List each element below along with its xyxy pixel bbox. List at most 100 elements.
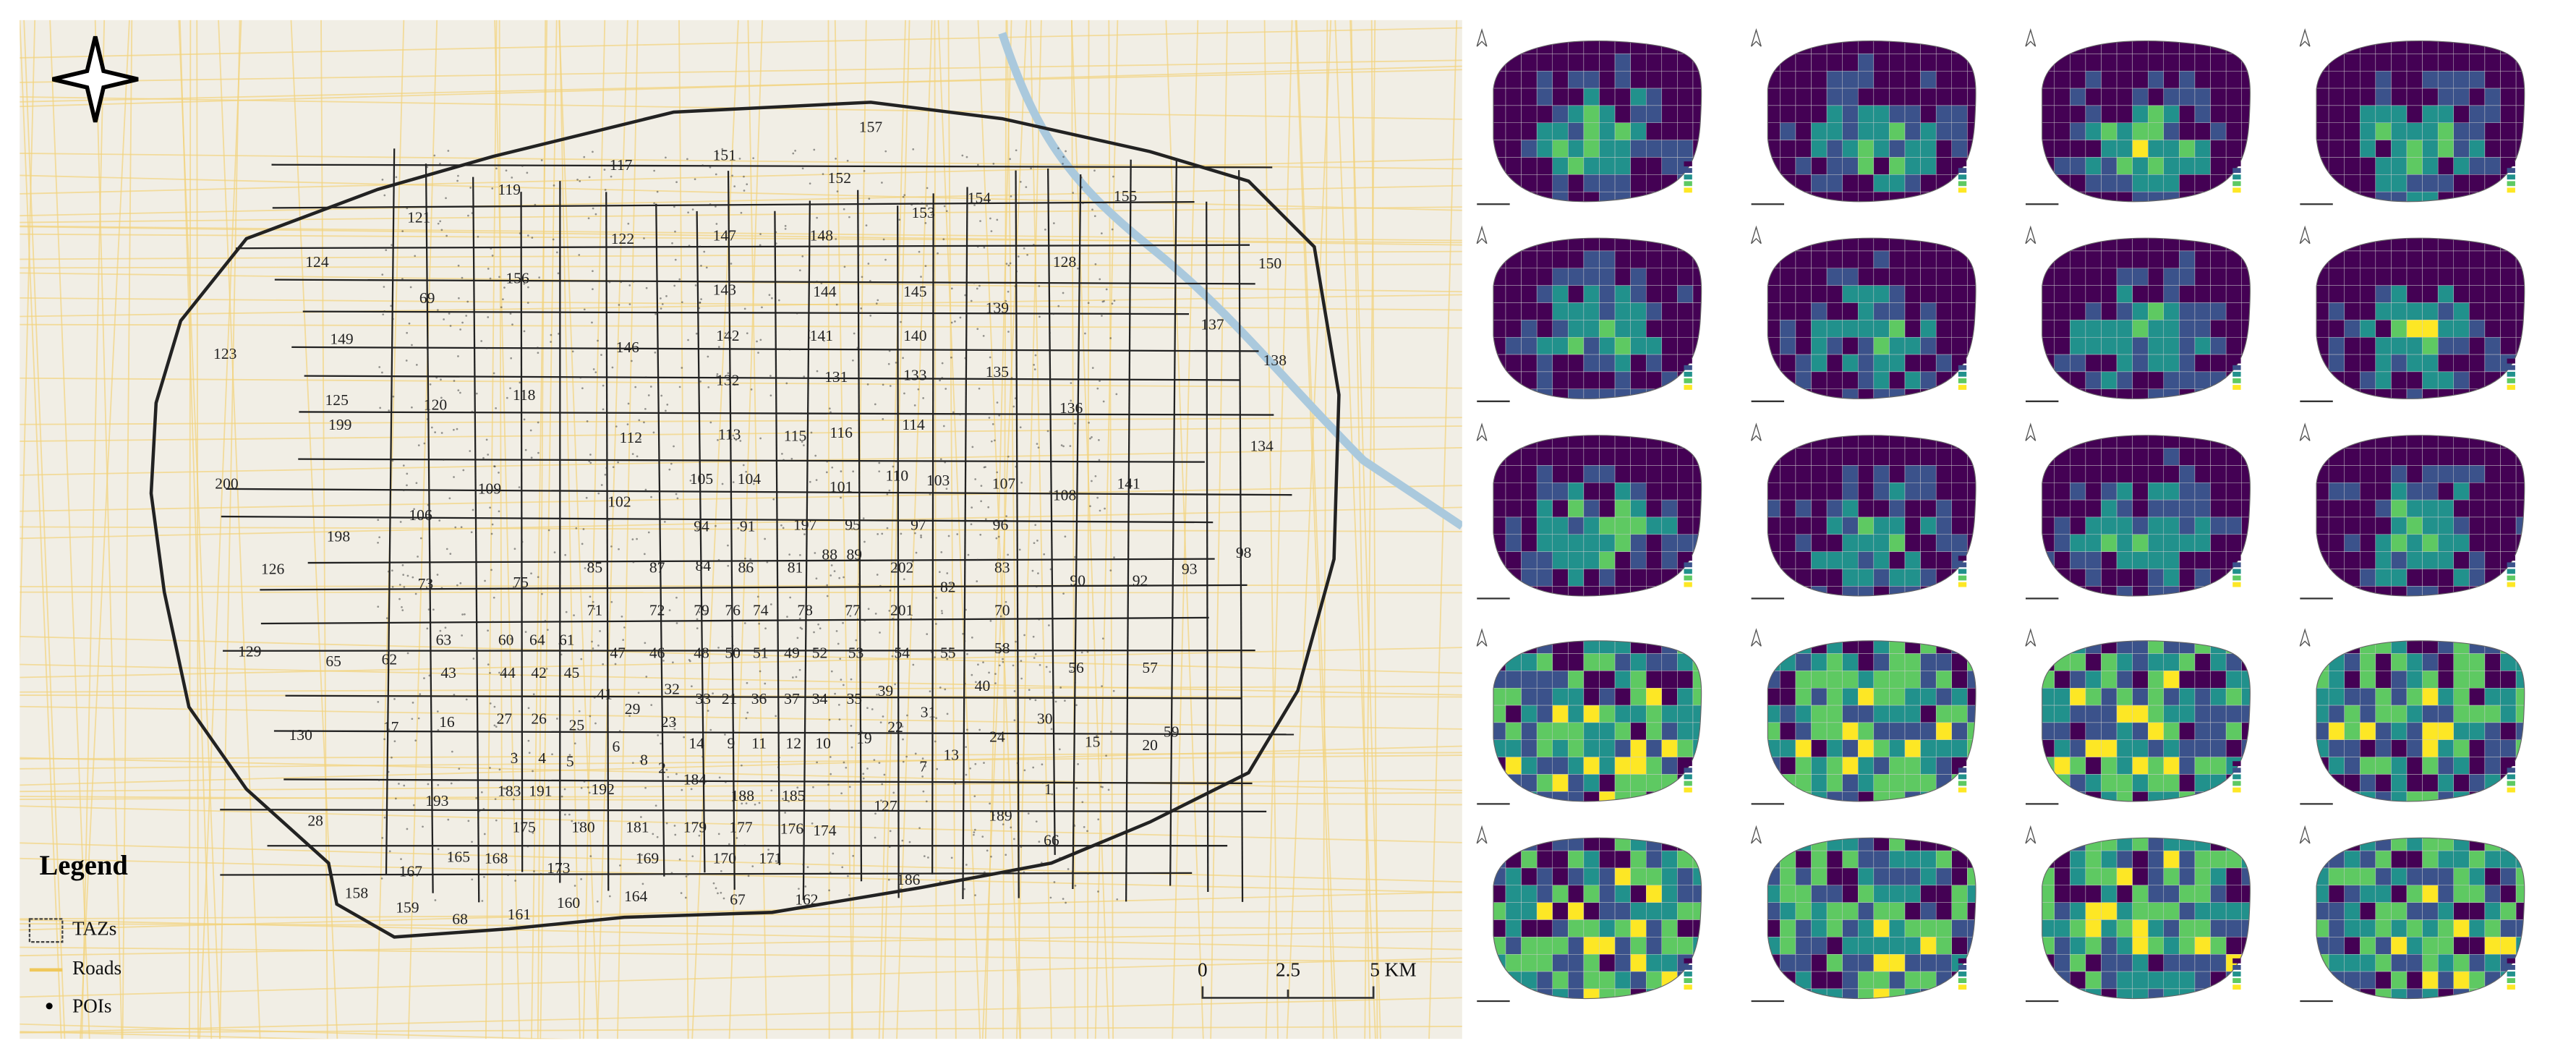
thumbnail-cell: [1780, 285, 1796, 303]
thumbnail-cell: [2163, 937, 2180, 955]
thumbnail-cell: [1614, 191, 1631, 202]
thumbnail-cell: [1795, 739, 1812, 757]
poi: [811, 822, 814, 825]
poi: [1111, 302, 1114, 305]
zone-label: 9: [728, 735, 735, 752]
thumbnail-cell: [1661, 739, 1678, 757]
thumbnail-cell: [2147, 885, 2165, 903]
poi: [800, 412, 803, 414]
thumbnail-cell: [2042, 482, 2055, 501]
thumbnail-cell: [2515, 954, 2525, 972]
thumbnail-legend-swatch: [1684, 358, 1692, 364]
taz-boundary: [385, 148, 396, 875]
thumbnail-legend-swatch: [1684, 187, 1692, 193]
thumbnail-cell: [1536, 516, 1553, 535]
poi: [490, 532, 493, 535]
thumbnail-cell: [2344, 774, 2360, 792]
thumbnail-cell: [1645, 250, 1663, 269]
poi: [788, 348, 791, 351]
thumbnail-cell: [1505, 954, 1522, 972]
poi: [701, 755, 704, 758]
thumbnail-cell: [2101, 867, 2117, 886]
poi: [749, 558, 752, 561]
thumbnail-cell: [2391, 354, 2407, 373]
poi: [1101, 786, 1104, 788]
thumbnail-cell: [1692, 191, 1702, 202]
thumbnail-cell: [1692, 140, 1702, 158]
thumbnail-cell: [2210, 320, 2227, 338]
thumbnail-cell: [1795, 687, 1812, 706]
thumbnail-cell: [1661, 371, 1678, 389]
poi: [709, 421, 712, 424]
thumbnail-cell: [2116, 268, 2133, 286]
thumbnail-cell: [2241, 388, 2251, 399]
thumbnail-legend-swatch: [1958, 761, 1967, 767]
poi: [835, 158, 837, 160]
thumbnail-cell: [2194, 285, 2211, 303]
thumbnail-cell: [2484, 435, 2501, 448]
thumbnail-cell: [2042, 687, 2055, 706]
thumbnail-cell: [2179, 157, 2196, 175]
thumbnail-cell: [2515, 191, 2525, 202]
poi: [492, 596, 495, 599]
thumbnail-legend-swatch: [2232, 358, 2241, 364]
zone-label: 132: [716, 372, 739, 389]
thumbnail-cell: [2210, 954, 2227, 972]
thumbnail-cell: [1951, 88, 1968, 106]
poi: [829, 809, 831, 811]
thumbnail-cell: [2437, 122, 2454, 140]
thumbnail-cell: [1767, 285, 1780, 303]
thumbnail-cell: [1599, 41, 1616, 54]
poi: [802, 863, 805, 866]
thumbnail-cell: [2116, 954, 2133, 972]
thumbnail-cell: [1614, 388, 1631, 399]
thumbnail-cell: [1568, 70, 1585, 89]
thumbnail-cell: [1661, 435, 1678, 448]
thumbnail-cell: [1568, 671, 1585, 689]
thumbnail-cell: [2070, 191, 2086, 202]
thumbnail-cell: [2194, 739, 2211, 757]
thumbnail-map: [2042, 41, 2251, 202]
minor-road: [20, 263, 1462, 269]
poi: [1097, 818, 1100, 821]
zone-label: 33: [695, 690, 711, 707]
zone-label: 22: [887, 718, 903, 736]
thumbnail-cell: [1614, 448, 1631, 466]
thumbnail-cell: [2054, 268, 2070, 286]
thumbnail-cell: [2054, 705, 2070, 723]
thumbnail-cell: [2453, 268, 2470, 286]
poi: [1044, 228, 1046, 231]
poi: [590, 650, 593, 652]
thumbnail-legend-swatch: [2507, 365, 2515, 370]
thumbnail-cell: [1630, 867, 1647, 886]
thumbnail-cell: [2484, 157, 2501, 175]
poi: [458, 297, 460, 299]
thumbnail-cell: [1858, 41, 1875, 54]
thumbnail-cell: [1951, 671, 1968, 689]
thumbnail-cell: [1967, 653, 1976, 671]
poi: [963, 888, 965, 890]
poi: [992, 163, 995, 165]
thumbnail-cell: [2484, 41, 2501, 54]
thumbnail-cell: [1568, 268, 1585, 286]
thumbnail-cell: [1505, 191, 1522, 202]
poi: [599, 630, 601, 632]
thumbnail-cell: [2375, 971, 2392, 990]
thumbnail-cell: [2132, 354, 2149, 373]
thumbnail-cell: [2054, 671, 2070, 689]
poi: [537, 421, 539, 424]
poi: [477, 235, 479, 238]
poi: [964, 357, 967, 360]
thumbnail-cell: [2194, 705, 2211, 723]
poi: [965, 746, 968, 749]
poi: [1074, 885, 1077, 887]
thumbnail-cell: [2147, 534, 2165, 552]
zone-label: 74: [753, 602, 769, 619]
thumbnail-cell: [2179, 140, 2196, 158]
thumbnail-cell: [2070, 722, 2086, 741]
poi: [767, 849, 769, 851]
thumbnail-cell: [1583, 838, 1600, 851]
poi: [924, 222, 927, 224]
thumbnail-cell: [2194, 971, 2211, 990]
thumbnail-cell: [1935, 268, 1952, 286]
